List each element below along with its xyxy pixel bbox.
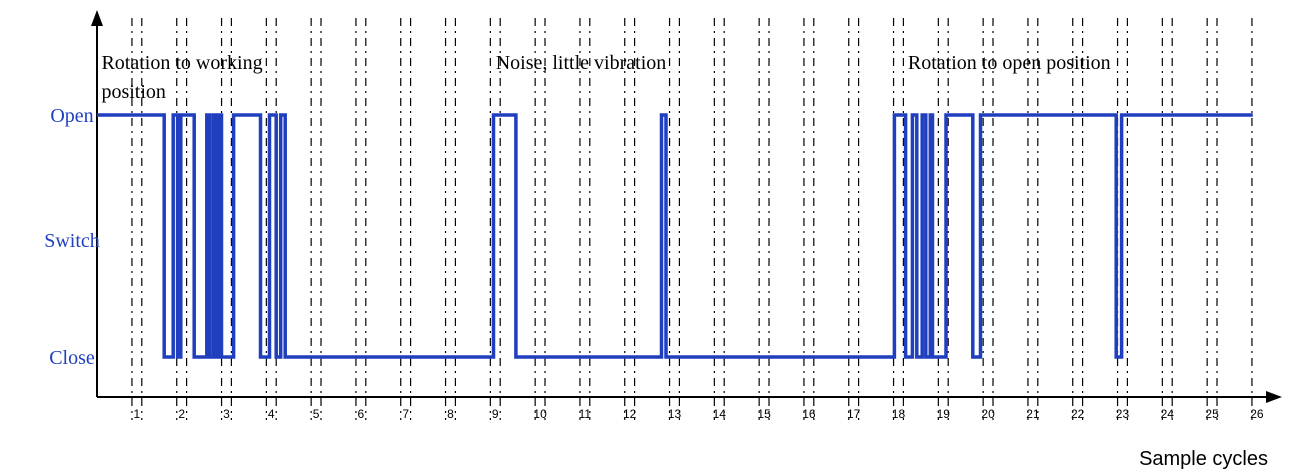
x-tick-label: 25: [1205, 407, 1219, 421]
x-tick-label: 19: [937, 407, 951, 421]
x-tick-label: 24: [1161, 407, 1175, 421]
x-tick-label: 8: [447, 407, 454, 421]
x-tick-label: 20: [981, 407, 995, 421]
y-axis-arrow: [91, 10, 103, 26]
y-state-label: Close: [49, 347, 95, 369]
x-tick-label: 11: [579, 407, 592, 421]
gridlines: [131, 18, 1253, 420]
x-tick-label: 17: [847, 407, 861, 421]
x-tick-label: 23: [1116, 407, 1130, 421]
annotation-text: Rotation to working: [101, 52, 262, 74]
x-axis-title: Sample cycles: [1139, 448, 1268, 470]
y-state-labels: Close Switch Open: [44, 105, 100, 369]
x-tick-label: 22: [1071, 407, 1085, 421]
x-tick-label: 26: [1250, 407, 1264, 421]
x-tick-label: 18: [892, 407, 906, 421]
x-tick-label: 13: [668, 407, 682, 421]
x-tick-label: 5: [313, 407, 320, 421]
y-state-label: Switch: [44, 230, 100, 252]
x-tick-label: 16: [802, 407, 816, 421]
annotations: Rotation to working position Noise, little…: [101, 52, 1110, 103]
x-tick-label: 9: [492, 407, 499, 421]
axes: [91, 10, 1282, 403]
x-tick-label: 10: [533, 407, 547, 421]
y-state-label: Open: [50, 105, 93, 127]
signal-series-line: [97, 113, 1253, 359]
x-tick-label: 3: [223, 407, 230, 421]
x-tick-label: 7: [402, 407, 409, 421]
x-tick-label: 15: [757, 407, 771, 421]
x-tick-label: 4: [268, 407, 275, 421]
x-tick-label: 1: [134, 407, 141, 421]
annotation-text: Rotation to open position: [908, 52, 1111, 74]
x-tick-labels: 1 2 3 4 5 6 7 8 9 10 11 12 13 14 15 16 17 18 19 20 21 22 23 24 2…: [134, 407, 1264, 421]
x-tick-label: 21: [1026, 407, 1040, 421]
x-axis-arrow: [1266, 391, 1282, 403]
x-tick-label: 2: [178, 407, 185, 421]
x-tick-label: 6: [358, 407, 365, 421]
x-tick-label: 14: [713, 407, 727, 421]
x-tick-label: 12: [623, 407, 637, 421]
annotation-text: Noise, little vibration: [496, 52, 667, 74]
annotation-text: position: [101, 81, 165, 103]
